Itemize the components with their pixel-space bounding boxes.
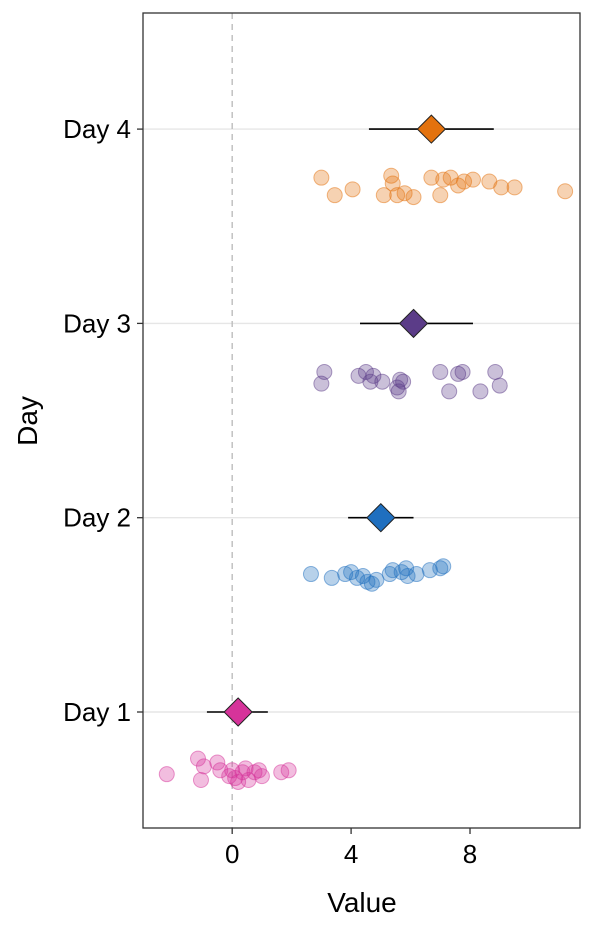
data-point — [344, 181, 361, 198]
summary-markers — [206, 114, 494, 727]
y-axis-ticks: Day 1 Day 2 Day 3 Day 4 — [63, 114, 143, 727]
x-tick-label: 4 — [344, 839, 358, 869]
data-point — [326, 187, 343, 204]
data-point — [230, 773, 247, 790]
mean-diamond — [416, 114, 447, 144]
data-point — [357, 363, 374, 380]
x-tick-label: 8 — [463, 839, 477, 869]
data-point — [432, 187, 449, 204]
data-point — [487, 363, 504, 380]
data-point — [316, 363, 333, 380]
data-point — [368, 571, 385, 588]
data-point — [365, 367, 382, 384]
y-tick-label: Day 2 — [63, 503, 131, 533]
data-point — [454, 363, 471, 380]
data-point — [212, 762, 229, 779]
data-point — [441, 383, 458, 400]
data-point — [302, 566, 319, 583]
data-point — [313, 169, 330, 186]
plot-border — [142, 12, 581, 829]
data-point — [423, 169, 440, 186]
data-point — [323, 569, 340, 586]
x-axis-ticks: 0 4 8 — [225, 828, 477, 869]
data-point — [396, 185, 413, 202]
data-point — [405, 189, 422, 206]
data-point — [343, 564, 360, 581]
mean-diamond — [366, 502, 396, 533]
data-point — [491, 377, 508, 394]
data-point — [493, 179, 510, 196]
y-tick-label: Day 4 — [63, 114, 131, 144]
y-tick-label: Day 1 — [63, 697, 131, 727]
data-point — [390, 383, 407, 400]
data-point — [432, 560, 449, 577]
data-point — [506, 179, 523, 196]
data-point — [253, 768, 270, 785]
data-point — [192, 772, 209, 789]
data-point — [158, 766, 175, 783]
data-point — [349, 569, 366, 586]
x-tick-label: 0 — [225, 839, 239, 869]
data-points — [158, 167, 574, 790]
mean-diamond — [398, 308, 429, 339]
data-point — [375, 187, 392, 204]
mean-diamond — [223, 697, 253, 727]
y-axis-title: Day — [12, 396, 43, 446]
data-point — [392, 371, 409, 388]
data-point — [408, 566, 425, 583]
gridlines — [143, 128, 580, 713]
data-point — [432, 363, 449, 380]
data-point — [472, 383, 489, 400]
data-point — [464, 171, 481, 188]
data-point — [557, 183, 574, 200]
data-point — [374, 373, 391, 390]
data-point — [280, 762, 297, 779]
x-axis-title: Value — [327, 887, 397, 918]
data-point — [337, 566, 354, 583]
data-point — [395, 373, 412, 390]
data-point — [435, 558, 452, 575]
y-tick-label: Day 3 — [63, 308, 131, 338]
data-point — [195, 758, 212, 775]
